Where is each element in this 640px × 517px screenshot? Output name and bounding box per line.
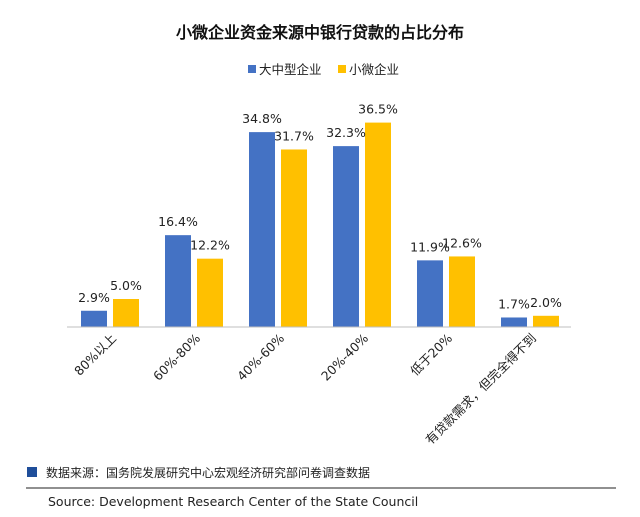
data-label-large-5: 1.7% <box>498 296 530 311</box>
bar-large-2 <box>249 132 275 327</box>
bar-large-4 <box>417 260 443 327</box>
source-en: Source: Development Research Center of t… <box>48 494 418 509</box>
footer: 数据来源：国务院发展研究中心宏观经济研究部问卷调查数据 Source: Deve… <box>26 465 616 509</box>
source-cn: 数据来源：国务院发展研究中心宏观经济研究部问卷调查数据 <box>46 465 370 480</box>
legend: 大中型企业 小微企业 <box>248 62 399 77</box>
x-tick-labels-group: 80%以上 60%-80% 40%-60% 20%-40% 低于20%有贷款需求，但完全… <box>71 330 539 447</box>
bar-large-1 <box>165 235 191 327</box>
x-tick-label-1: 60%-80% <box>150 330 203 383</box>
bar-large-3 <box>333 146 359 327</box>
bar-small-1 <box>197 258 223 327</box>
data-label-small-1: 12.2% <box>190 238 230 253</box>
chart-title: 小微企业资金来源中银行贷款的占比分布 <box>176 23 464 42</box>
data-label-large-2: 34.8% <box>242 111 282 126</box>
x-tick-label-4: 低于20% <box>407 330 455 378</box>
data-label-large-0: 2.9% <box>78 290 110 305</box>
data-label-small-2: 31.7% <box>274 128 314 143</box>
data-label-small-3: 36.5% <box>358 102 398 117</box>
bars-group <box>81 122 559 327</box>
bar-large-0 <box>81 310 107 327</box>
bar-small-2 <box>281 149 307 327</box>
data-label-large-1: 16.4% <box>158 214 198 229</box>
bar-small-5 <box>533 315 559 327</box>
source-marker <box>27 467 37 477</box>
legend-label-large: 大中型企业 <box>259 62 322 77</box>
bar-small-3 <box>365 122 391 327</box>
data-labels-group: 2.9%5.0% 16.4% 12.2% 34.8% 31.7% 32.3% 36.5% 11… <box>78 102 562 312</box>
x-tick-label-2: 40%-60% <box>234 330 287 383</box>
bar-large-5 <box>501 317 527 327</box>
data-label-large-4: 11.9% <box>410 239 450 254</box>
legend-swatch-small <box>338 65 346 73</box>
x-tick-label-3: 20%-40% <box>318 330 371 383</box>
legend-swatch-large <box>248 65 256 73</box>
bar-small-4 <box>449 256 475 327</box>
data-label-small-5: 2.0% <box>530 295 562 310</box>
data-label-small-4: 12.6% <box>442 235 482 250</box>
data-label-large-3: 32.3% <box>326 125 366 140</box>
data-label-small-0: 5.0% <box>110 278 142 293</box>
bar-small-0 <box>113 299 139 327</box>
x-tick-label-0: 80%以上 <box>71 331 119 379</box>
legend-label-small: 小微企业 <box>349 62 399 77</box>
